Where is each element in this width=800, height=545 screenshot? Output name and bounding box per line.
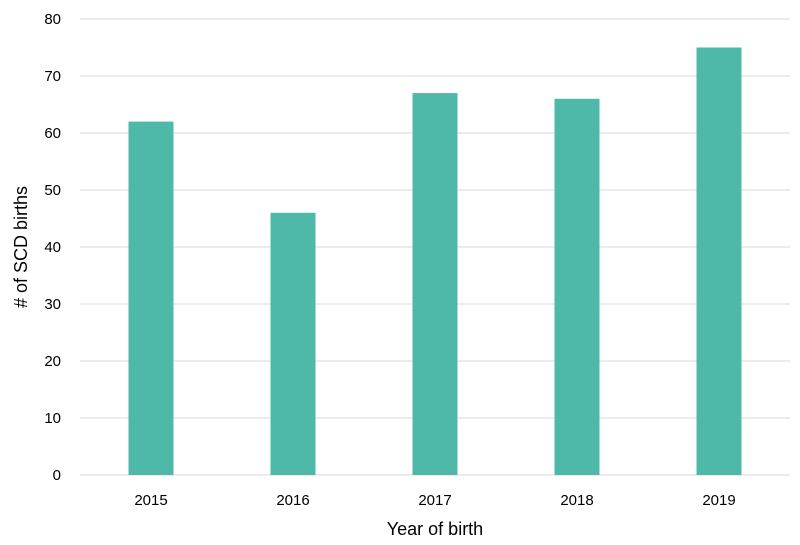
bar-2015	[128, 121, 174, 475]
y-tick-label: 0	[53, 467, 61, 484]
x-axis-title: Year of birth	[387, 519, 483, 539]
x-tick-label: 2016	[276, 492, 309, 509]
y-tick-label: 10	[44, 410, 61, 427]
x-axis-ticks: 2015 2016 2017 2018 2019	[134, 492, 735, 509]
bar-2019	[696, 47, 742, 475]
y-tick-label: 30	[44, 296, 61, 313]
y-tick-label: 40	[44, 239, 61, 256]
y-axis-title: # of SCD births	[11, 186, 31, 308]
y-tick-label: 70	[44, 68, 61, 85]
y-axis-ticks: 0 10 20 30 40 50 60 70 80	[44, 11, 61, 484]
bar-2017	[412, 93, 458, 475]
bar-2018	[554, 98, 600, 476]
bar-2016	[270, 212, 316, 476]
x-tick-label: 2017	[418, 492, 451, 509]
y-tick-label: 80	[44, 11, 61, 28]
y-tick-label: 60	[44, 125, 61, 142]
y-tick-label: 20	[44, 353, 61, 370]
x-tick-label: 2018	[560, 492, 593, 509]
bars	[128, 47, 742, 476]
y-tick-label: 50	[44, 182, 61, 199]
x-tick-label: 2015	[134, 492, 167, 509]
x-tick-label: 2019	[702, 492, 735, 509]
